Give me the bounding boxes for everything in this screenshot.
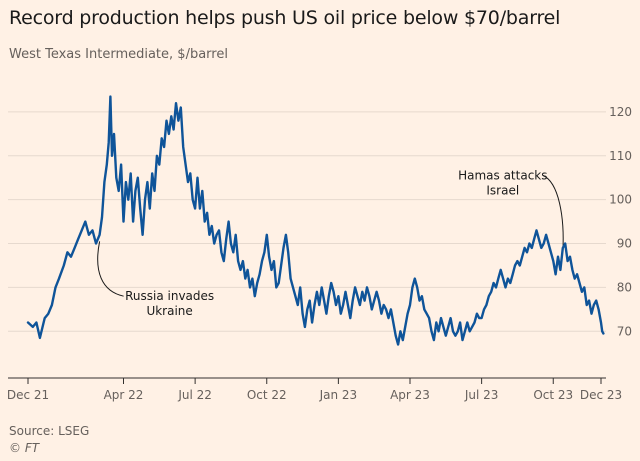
series-line-wti [26,95,605,346]
annotation-leader-hamas [542,174,564,253]
x-tick-label: Oct 23 [533,388,573,402]
y-tick-label: 70 [617,324,632,338]
y-tick-label: 80 [617,280,632,294]
x-tick-label: Dec 23 [580,388,622,402]
source-note: Source: LSEG [9,424,90,438]
x-tick-label: Apr 23 [390,388,430,402]
x-tick-label: Jan 23 [319,388,358,402]
x-axis: Dec 21 Apr 22 Jul 22 Oct 22 Jan 23 Apr 23 Jul … [7,378,622,402]
y-axis: 70 80 90 100 110 120 [609,105,632,338]
x-tick-label: Apr 22 [104,388,144,402]
annotation-hamas-line-0: Hamas attacks [458,168,547,182]
y-tick-label: 120 [609,105,632,119]
series-layer [26,95,605,346]
y-tick-label: 90 [617,237,632,251]
gridlines [8,111,606,379]
x-tick-label: Dec 21 [7,388,49,402]
x-tick-label: Jul 22 [177,388,212,402]
chart-subtitle: West Texas Intermediate, $/barrel [9,47,228,62]
annotation-russia-line-1: Ukraine [146,304,192,318]
annotation-russia-line-0: Russia invades [125,289,214,303]
x-tick-label: Oct 22 [247,388,287,402]
y-tick-label: 100 [609,193,632,207]
y-tick-label: 110 [609,149,632,163]
annotation-hamas-line-1: Israel [486,183,519,197]
chart-title: Record production helps push US oil pric… [9,7,561,29]
copyright-note: © FT [9,441,40,455]
annotation-leader-russia [97,241,124,297]
x-tick-label: Jul 23 [464,388,499,402]
